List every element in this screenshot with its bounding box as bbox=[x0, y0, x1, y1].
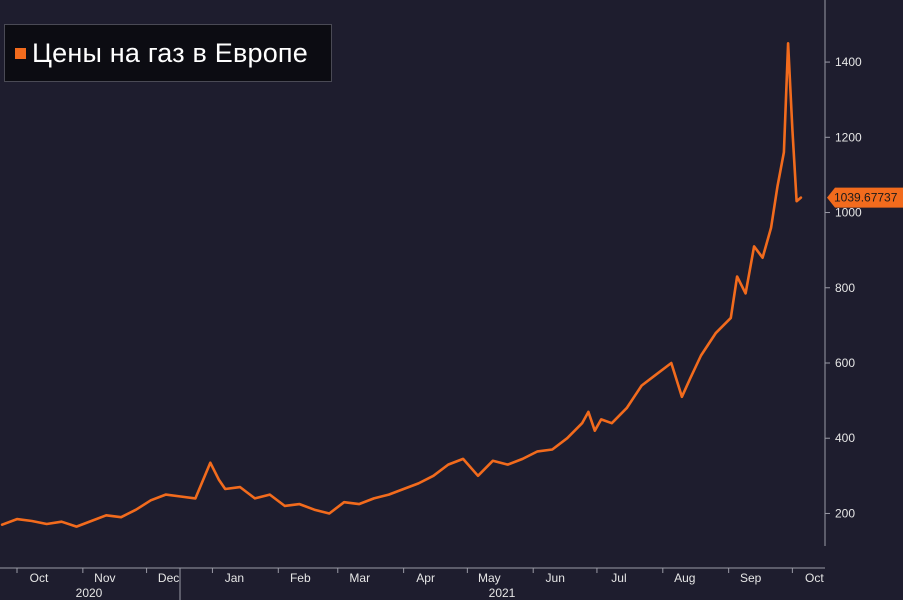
x-tick-label: Jan bbox=[225, 571, 244, 585]
last-value-label: 1039.67737 bbox=[834, 191, 898, 205]
x-tick-label: Jul bbox=[611, 571, 626, 585]
legend-label: Цены на газ в Европе bbox=[32, 37, 308, 68]
x-axis-ticks: Oct Nov Dec Jan Feb Mar Apr May Jun Jul Aug Sep Oct bbox=[16, 568, 824, 585]
series-line-gas-prices bbox=[0, 42, 803, 528]
x-tick-label: Dec bbox=[158, 571, 179, 585]
y-tick-label: 1200 bbox=[835, 130, 862, 144]
x-tick-label: Mar bbox=[349, 571, 370, 585]
x-tick-label: May bbox=[478, 571, 501, 585]
x-tick-label: Nov bbox=[94, 571, 115, 585]
y-tick-label: 200 bbox=[835, 506, 855, 520]
x-tick-label: Oct bbox=[805, 571, 824, 585]
year-labels: 2020 2021 bbox=[76, 586, 516, 600]
x-tick-label: Jun bbox=[546, 571, 565, 585]
year-label: 2021 bbox=[489, 586, 516, 600]
x-tick-label: Oct bbox=[30, 571, 49, 585]
year-label: 2020 bbox=[76, 586, 103, 600]
y-axis-ticks: 200 400 600 800 1000 1200 1400 bbox=[825, 55, 862, 520]
legend-swatch bbox=[15, 47, 26, 59]
x-tick-label: Feb bbox=[290, 571, 311, 585]
y-tick-label: 800 bbox=[835, 281, 855, 295]
y-tick-label: 1400 bbox=[835, 55, 862, 69]
x-tick-label: Sep bbox=[740, 571, 762, 585]
x-tick-label: Apr bbox=[416, 571, 435, 585]
last-value-tag bbox=[827, 187, 903, 208]
y-tick-label: 600 bbox=[835, 356, 855, 370]
y-tick-label: 1000 bbox=[835, 206, 862, 220]
x-tick-label: Aug bbox=[674, 571, 695, 585]
y-tick-label: 400 bbox=[835, 431, 855, 445]
last-value-marker: 1039.67737 bbox=[827, 187, 903, 208]
legend: Цены на газ в Европе bbox=[4, 24, 332, 82]
